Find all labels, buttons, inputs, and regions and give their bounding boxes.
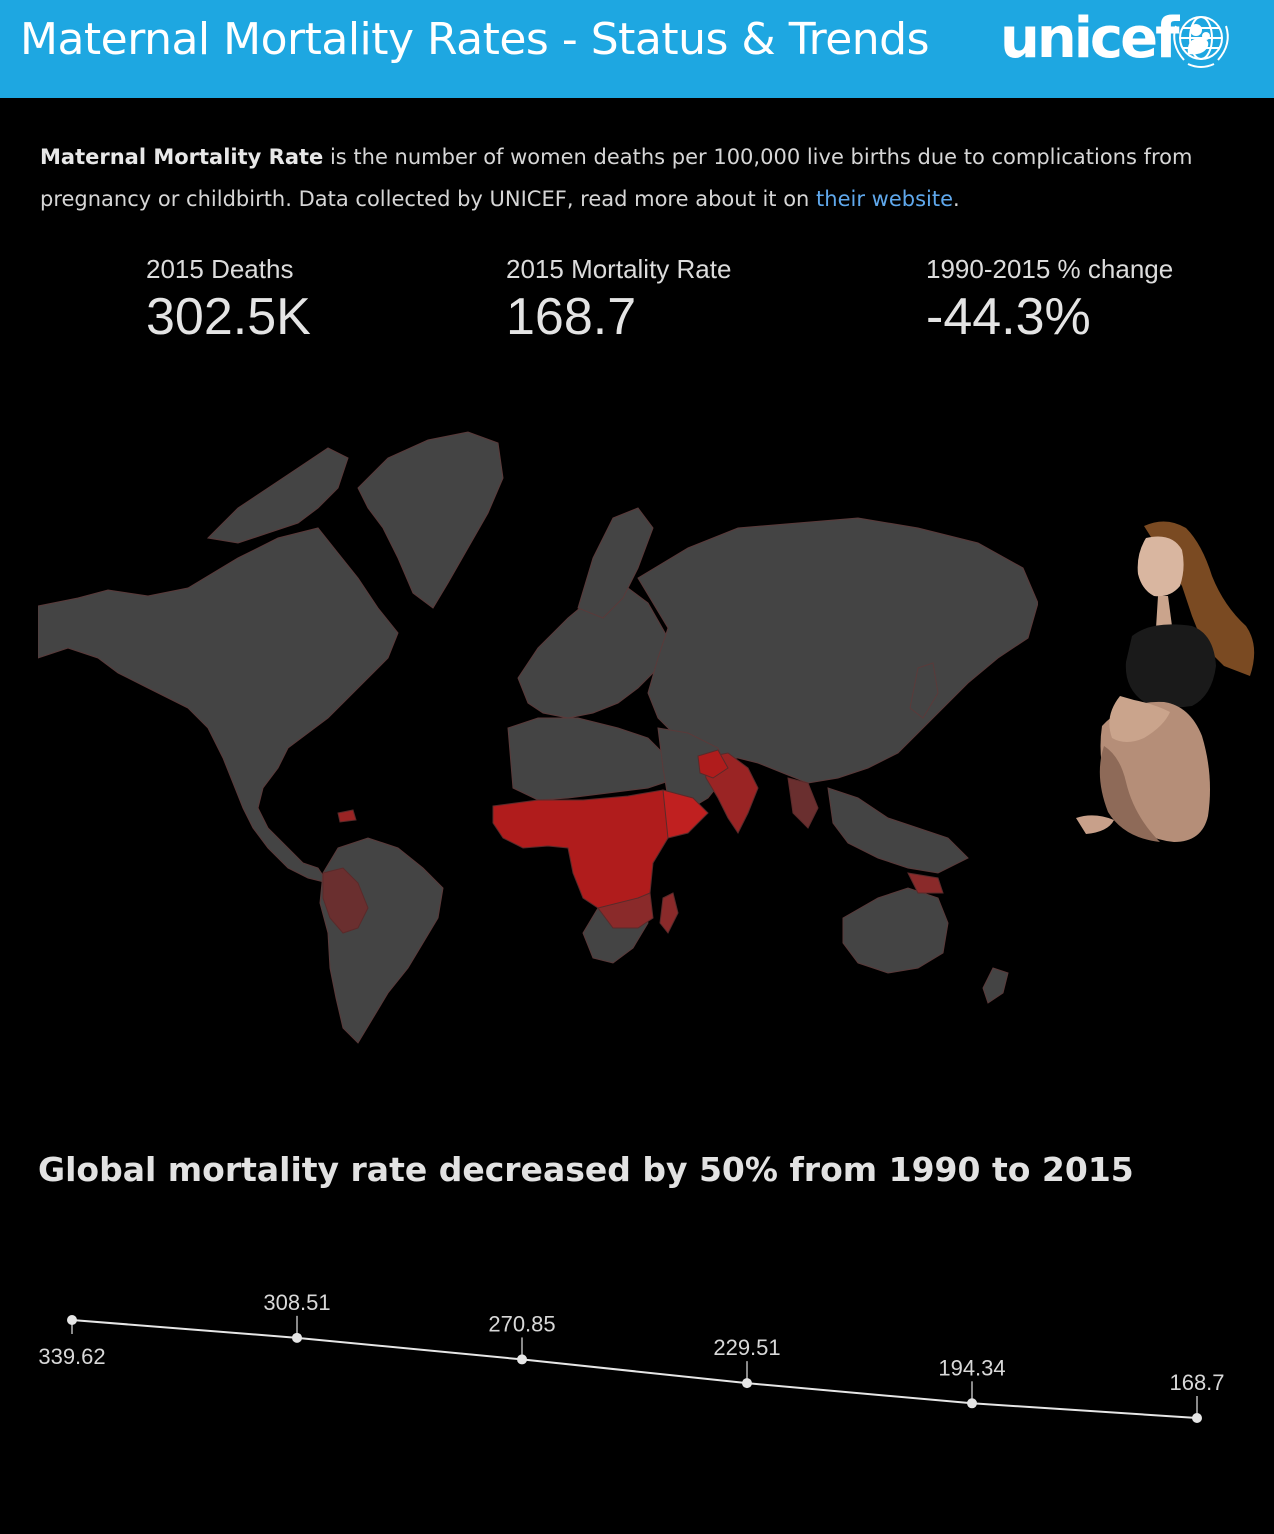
trend-data-label: 270.85 xyxy=(488,1311,555,1336)
map-madagascar[interactable] xyxy=(659,892,679,934)
map-east-africa[interactable] xyxy=(597,892,654,929)
kpi-mortality-rate-value: 168.7 xyxy=(506,288,637,346)
trend-point[interactable] xyxy=(67,1315,77,1325)
kpi-mortality-rate-label: 2015 Mortality Rate xyxy=(506,254,732,284)
kpi-deaths-value: 302.5K xyxy=(146,288,311,346)
intro-term: Maternal Mortality Rate xyxy=(40,145,324,169)
map-horn-of-africa[interactable] xyxy=(662,789,709,839)
trend-data-label: 194.34 xyxy=(938,1355,1005,1380)
map-haiti[interactable] xyxy=(337,809,357,823)
trend-line-chart: 339.62 308.51 270.85 229.51 194.34 168.7 xyxy=(38,1290,1225,1423)
trend-data-label: 339.62 xyxy=(38,1344,105,1369)
pregnant-woman-photo xyxy=(1076,521,1255,842)
unicef-emblem-icon xyxy=(1173,16,1229,68)
kpi-deaths: 2015 Deaths 302.5K xyxy=(146,254,311,347)
map-scandinavia[interactable] xyxy=(577,507,654,619)
page-title: Maternal Mortality Rates - Status & Tren… xyxy=(20,14,930,65)
header-bar: Maternal Mortality Rates - Status & Tren… xyxy=(0,0,1274,98)
map-middle-east[interactable] xyxy=(657,727,729,814)
map-greenland[interactable] xyxy=(357,431,504,609)
map-papua-new-guinea[interactable] xyxy=(907,872,944,894)
intro-paragraph: Maternal Mortality Rate is the number of… xyxy=(40,136,1230,220)
map-north-america[interactable] xyxy=(38,527,399,884)
kpi-percent-change-value: -44.3% xyxy=(926,288,1091,346)
trend-point[interactable] xyxy=(967,1398,977,1409)
intro-text: is the number of women deaths per 100,00… xyxy=(40,145,1193,211)
trend-point[interactable] xyxy=(517,1354,527,1365)
website-link[interactable]: their website xyxy=(816,187,954,211)
intro-suffix: . xyxy=(953,187,960,211)
kpi-percent-change: 1990-2015 % change -44.3% xyxy=(926,254,1173,347)
map-japan[interactable] xyxy=(909,662,939,719)
trend-point[interactable] xyxy=(742,1378,752,1389)
map-australia[interactable] xyxy=(842,887,949,974)
map-arctic-islands[interactable] xyxy=(206,447,349,544)
map-new-zealand[interactable] xyxy=(982,967,1009,1004)
kpi-percent-change-label: 1990-2015 % change xyxy=(926,254,1174,284)
map-southeast-asia[interactable] xyxy=(827,787,969,874)
unicef-logo-text[interactable]: unicef xyxy=(1000,6,1179,71)
map-southeast-asia-medium[interactable] xyxy=(787,777,819,829)
map-pakistan-afghanistan[interactable] xyxy=(697,749,729,779)
trend-data-label: 308.51 xyxy=(263,1290,330,1315)
kpi-mortality-rate: 2015 Mortality Rate 168.7 xyxy=(506,254,731,347)
map-sub-saharan-africa[interactable] xyxy=(492,789,684,909)
trend-point[interactable] xyxy=(292,1332,302,1343)
trend-data-label: 229.51 xyxy=(713,1335,780,1360)
map-latin-america-medium[interactable] xyxy=(322,867,369,934)
world-choropleth-map[interactable] xyxy=(38,428,1038,1048)
map-north-africa[interactable] xyxy=(507,717,679,801)
trend-data-label: 168.7 xyxy=(1169,1370,1224,1395)
trend-point[interactable] xyxy=(1192,1413,1202,1423)
trend-line xyxy=(71,1319,1198,1419)
kpi-deaths-label: 2015 Deaths xyxy=(146,254,294,284)
trend-title: Global mortality rate decreased by 50% f… xyxy=(38,1150,1134,1189)
